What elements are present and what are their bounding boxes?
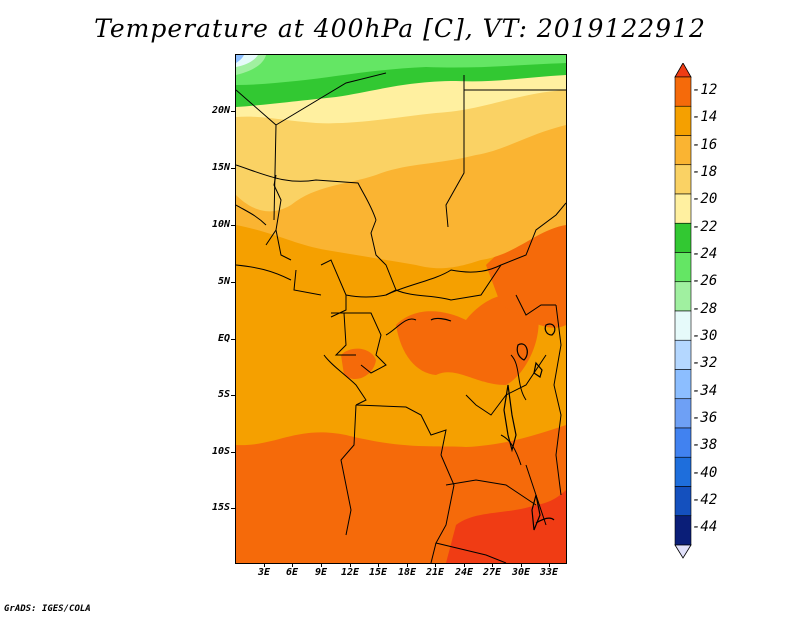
lon-tick bbox=[464, 563, 465, 567]
map-canvas bbox=[236, 55, 566, 563]
lon-label-12e: 12E bbox=[340, 567, 360, 578]
grads-credit: GrADS: IGES/COLA bbox=[4, 604, 91, 614]
colorbar-swatch bbox=[674, 105, 692, 136]
lon-label-21e: 21E bbox=[425, 567, 445, 578]
lon-label-33e: 33E bbox=[539, 567, 559, 578]
colorbar-swatch bbox=[674, 135, 692, 166]
lat-tick bbox=[231, 339, 236, 340]
colorbar-label: -26 bbox=[692, 273, 718, 289]
colorbar-label: -16 bbox=[692, 137, 718, 153]
lon-label-18e: 18E bbox=[397, 567, 417, 578]
colorbar-label: -38 bbox=[692, 437, 718, 453]
lat-tick bbox=[231, 168, 236, 169]
lat-label-10n: 10N bbox=[211, 219, 230, 230]
lat-label-20n: 20N bbox=[211, 105, 230, 116]
lat-tick bbox=[231, 395, 236, 396]
lat-tick bbox=[231, 282, 236, 283]
colorbar-label: -18 bbox=[692, 164, 718, 180]
lat-tick bbox=[231, 111, 236, 112]
lon-label-24e: 24E bbox=[454, 567, 474, 578]
colorbar-label: -42 bbox=[692, 492, 718, 508]
lat-label-15s: 15S bbox=[211, 502, 230, 513]
colorbar-swatch bbox=[674, 369, 692, 400]
lat-label-5n: 5N bbox=[217, 276, 230, 287]
field-minus-10-southeast bbox=[446, 490, 566, 563]
lat-label-10s: 10S bbox=[211, 446, 230, 457]
lat-tick bbox=[231, 508, 236, 509]
field-minus-12-west-patch bbox=[341, 348, 376, 380]
lat-label-5s: 5S bbox=[217, 389, 230, 400]
lon-tick bbox=[521, 563, 522, 567]
field-minus-12-east bbox=[486, 205, 566, 328]
lon-tick bbox=[292, 563, 293, 567]
colorbar-label: -40 bbox=[692, 465, 718, 481]
lon-tick bbox=[378, 563, 379, 567]
lon-tick bbox=[549, 563, 550, 567]
lat-label-15n: 15N bbox=[211, 162, 230, 173]
colorbar-label: -14 bbox=[692, 109, 718, 125]
political-borders bbox=[236, 72, 566, 563]
field-minus-24-north bbox=[236, 55, 566, 85]
colorbar-swatch bbox=[674, 193, 692, 224]
colorbar-swatch bbox=[674, 222, 692, 253]
lon-label-30e: 30E bbox=[511, 567, 531, 578]
colorbar-label: -44 bbox=[692, 519, 718, 535]
lon-label-9e: 9E bbox=[314, 567, 328, 578]
colorbar-swatch bbox=[674, 281, 692, 312]
field-minus-32-corner bbox=[236, 55, 244, 63]
lon-tick bbox=[435, 563, 436, 567]
colorbar-label: -20 bbox=[692, 191, 718, 207]
colorbar-swatch bbox=[674, 310, 692, 341]
colorbar-swatch bbox=[674, 456, 692, 487]
lon-label-15e: 15E bbox=[368, 567, 388, 578]
colorbar-label: -12 bbox=[692, 82, 718, 98]
lat-tick bbox=[231, 452, 236, 453]
field-minus-12-central bbox=[396, 294, 539, 385]
lat-label-eq: EQ bbox=[217, 333, 230, 344]
lon-label-3e: 3E bbox=[257, 567, 271, 578]
colorbar-label: -34 bbox=[692, 383, 718, 399]
lon-tick bbox=[264, 563, 265, 567]
lakes bbox=[430, 317, 556, 531]
colorbar-label: -24 bbox=[692, 246, 718, 262]
colorbar-swatch bbox=[674, 486, 692, 517]
colorbar-label: -28 bbox=[692, 301, 718, 317]
colorbar-swatch bbox=[674, 164, 692, 195]
colorbar-swatches bbox=[674, 62, 692, 559]
colorbar-bottom-arrow bbox=[674, 544, 692, 559]
colorbar bbox=[674, 62, 692, 563]
colorbar-label: -22 bbox=[692, 219, 718, 235]
map-title: Temperature at 400hPa [C], VT: 201912291… bbox=[94, 14, 706, 43]
colorbar-swatch bbox=[674, 76, 692, 107]
lon-tick bbox=[350, 563, 351, 567]
lon-tick bbox=[492, 563, 493, 567]
lat-tick bbox=[231, 225, 236, 226]
colorbar-label: -32 bbox=[692, 355, 718, 371]
temperature-map bbox=[235, 54, 567, 564]
colorbar-label: -36 bbox=[692, 410, 718, 426]
lon-tick bbox=[321, 563, 322, 567]
colorbar-label: -30 bbox=[692, 328, 718, 344]
colorbar-swatch bbox=[674, 427, 692, 458]
colorbar-swatch bbox=[674, 252, 692, 283]
colorbar-swatch bbox=[674, 515, 692, 546]
colorbar-top-arrow bbox=[674, 62, 692, 78]
lon-label-6e: 6E bbox=[285, 567, 299, 578]
colorbar-swatch bbox=[674, 398, 692, 429]
lon-label-27e: 27E bbox=[482, 567, 502, 578]
colorbar-swatch bbox=[674, 339, 692, 370]
lon-tick bbox=[407, 563, 408, 567]
